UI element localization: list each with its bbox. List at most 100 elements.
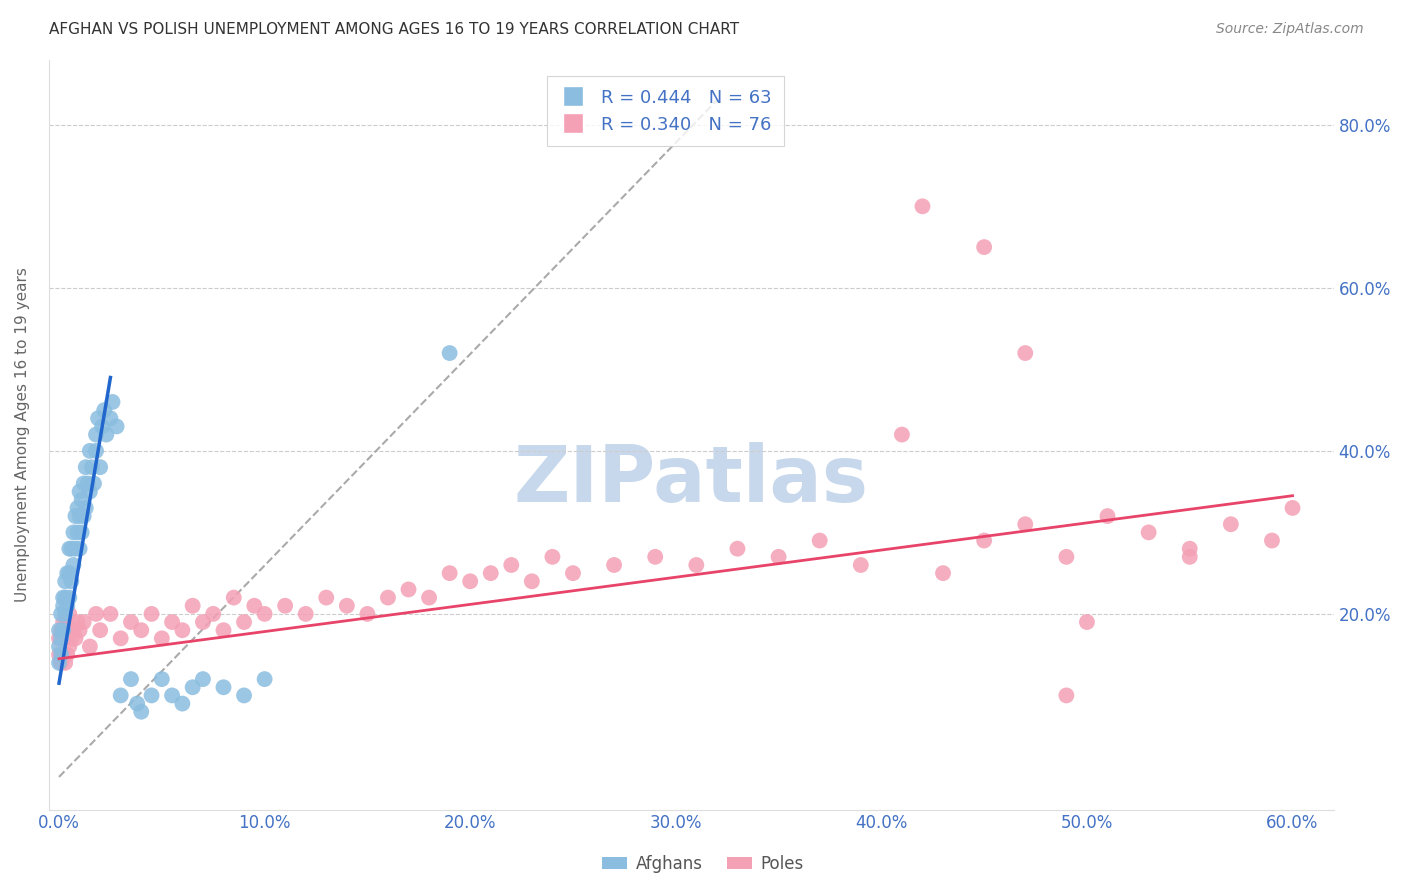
Point	[202, 607, 225, 621]
Point	[1014, 517, 1036, 532]
Point	[1097, 509, 1119, 524]
Point	[243, 599, 266, 613]
Point	[48, 640, 70, 654]
Point	[141, 607, 163, 621]
Point	[458, 574, 481, 589]
Point	[70, 492, 93, 507]
Point	[48, 648, 70, 662]
Point	[294, 607, 316, 621]
Point	[73, 615, 96, 629]
Point	[191, 615, 214, 629]
Point	[110, 632, 132, 646]
Point	[479, 566, 502, 581]
Point	[644, 549, 666, 564]
Point	[212, 680, 235, 694]
Point	[58, 607, 80, 621]
Point	[76, 476, 98, 491]
Point	[56, 648, 79, 662]
Point	[141, 689, 163, 703]
Point	[973, 533, 995, 548]
Point	[53, 591, 76, 605]
Point	[1014, 346, 1036, 360]
Point	[727, 541, 749, 556]
Point	[520, 574, 543, 589]
Point	[49, 624, 72, 638]
Point	[1261, 533, 1284, 548]
Legend: Afghans, Poles: Afghans, Poles	[595, 848, 811, 880]
Point	[160, 615, 183, 629]
Point	[685, 558, 707, 572]
Point	[60, 632, 83, 646]
Point	[1054, 689, 1077, 703]
Point	[96, 427, 118, 442]
Point	[191, 672, 214, 686]
Point	[1054, 549, 1077, 564]
Point	[808, 533, 831, 548]
Point	[49, 607, 72, 621]
Point	[52, 591, 75, 605]
Point	[172, 697, 194, 711]
Point	[336, 599, 359, 613]
Point	[501, 558, 523, 572]
Point	[79, 640, 101, 654]
Point	[73, 476, 96, 491]
Point	[160, 689, 183, 703]
Point	[973, 240, 995, 254]
Point	[315, 591, 337, 605]
Point	[129, 705, 152, 719]
Point	[274, 599, 297, 613]
Point	[62, 558, 84, 572]
Point	[129, 624, 152, 638]
Point	[181, 680, 204, 694]
Point	[53, 574, 76, 589]
Point	[127, 697, 149, 711]
Legend: R = 0.444   N = 63, R = 0.340   N = 76: R = 0.444 N = 63, R = 0.340 N = 76	[547, 76, 785, 146]
Point	[101, 395, 124, 409]
Point	[1076, 615, 1098, 629]
Point	[1137, 525, 1160, 540]
Point	[52, 648, 75, 662]
Point	[356, 607, 378, 621]
Point	[418, 591, 440, 605]
Point	[87, 411, 110, 425]
Point	[150, 672, 173, 686]
Point	[58, 591, 80, 605]
Point	[439, 346, 461, 360]
Point	[56, 615, 79, 629]
Point	[377, 591, 399, 605]
Point	[73, 509, 96, 524]
Point	[69, 624, 91, 638]
Point	[100, 411, 122, 425]
Point	[1178, 549, 1201, 564]
Point	[398, 582, 420, 597]
Point	[181, 599, 204, 613]
Point	[890, 427, 912, 442]
Point	[48, 624, 70, 638]
Point	[84, 427, 107, 442]
Point	[60, 574, 83, 589]
Point	[172, 624, 194, 638]
Point	[1178, 541, 1201, 556]
Point	[120, 615, 142, 629]
Point	[233, 615, 256, 629]
Point	[53, 656, 76, 670]
Point	[80, 460, 103, 475]
Point	[65, 541, 87, 556]
Point	[66, 615, 89, 629]
Point	[932, 566, 955, 581]
Point	[84, 607, 107, 621]
Point	[58, 541, 80, 556]
Point	[222, 591, 245, 605]
Point	[53, 607, 76, 621]
Point	[1281, 500, 1303, 515]
Point	[65, 509, 87, 524]
Point	[69, 509, 91, 524]
Point	[83, 476, 105, 491]
Point	[62, 624, 84, 638]
Point	[48, 632, 70, 646]
Point	[89, 460, 111, 475]
Point	[150, 632, 173, 646]
Point	[120, 672, 142, 686]
Point	[91, 419, 114, 434]
Point	[212, 624, 235, 638]
